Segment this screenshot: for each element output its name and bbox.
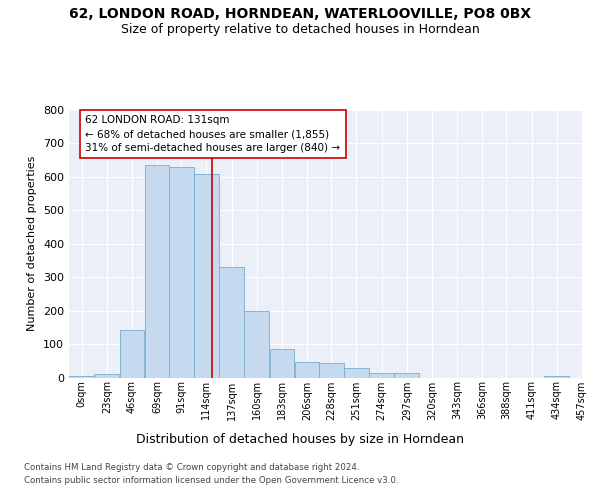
Text: Distribution of detached houses by size in Horndean: Distribution of detached houses by size … bbox=[136, 432, 464, 446]
Text: 62 LONDON ROAD: 131sqm
← 68% of detached houses are smaller (1,855)
31% of semi-: 62 LONDON ROAD: 131sqm ← 68% of detached… bbox=[85, 115, 340, 153]
Bar bbox=[169, 167, 194, 378]
Bar bbox=[219, 267, 244, 378]
Text: 62, LONDON ROAD, HORNDEAN, WATERLOOVILLE, PO8 0BX: 62, LONDON ROAD, HORNDEAN, WATERLOOVILLE… bbox=[69, 8, 531, 22]
Text: Contains HM Land Registry data © Crown copyright and database right 2024.: Contains HM Land Registry data © Crown c… bbox=[24, 462, 359, 471]
Bar bbox=[369, 374, 394, 378]
Text: Contains public sector information licensed under the Open Government Licence v3: Contains public sector information licen… bbox=[24, 476, 398, 485]
Bar bbox=[544, 376, 569, 378]
Bar bbox=[244, 310, 269, 378]
Bar bbox=[344, 368, 369, 378]
Bar bbox=[269, 349, 294, 378]
Bar bbox=[119, 330, 144, 378]
Bar bbox=[69, 376, 94, 378]
Bar bbox=[94, 374, 119, 378]
Bar bbox=[295, 362, 319, 378]
Bar bbox=[394, 374, 419, 378]
Y-axis label: Number of detached properties: Number of detached properties bbox=[28, 156, 37, 332]
Bar bbox=[319, 363, 344, 378]
Bar bbox=[194, 174, 219, 378]
Bar bbox=[145, 165, 169, 378]
Text: Size of property relative to detached houses in Horndean: Size of property relative to detached ho… bbox=[121, 22, 479, 36]
